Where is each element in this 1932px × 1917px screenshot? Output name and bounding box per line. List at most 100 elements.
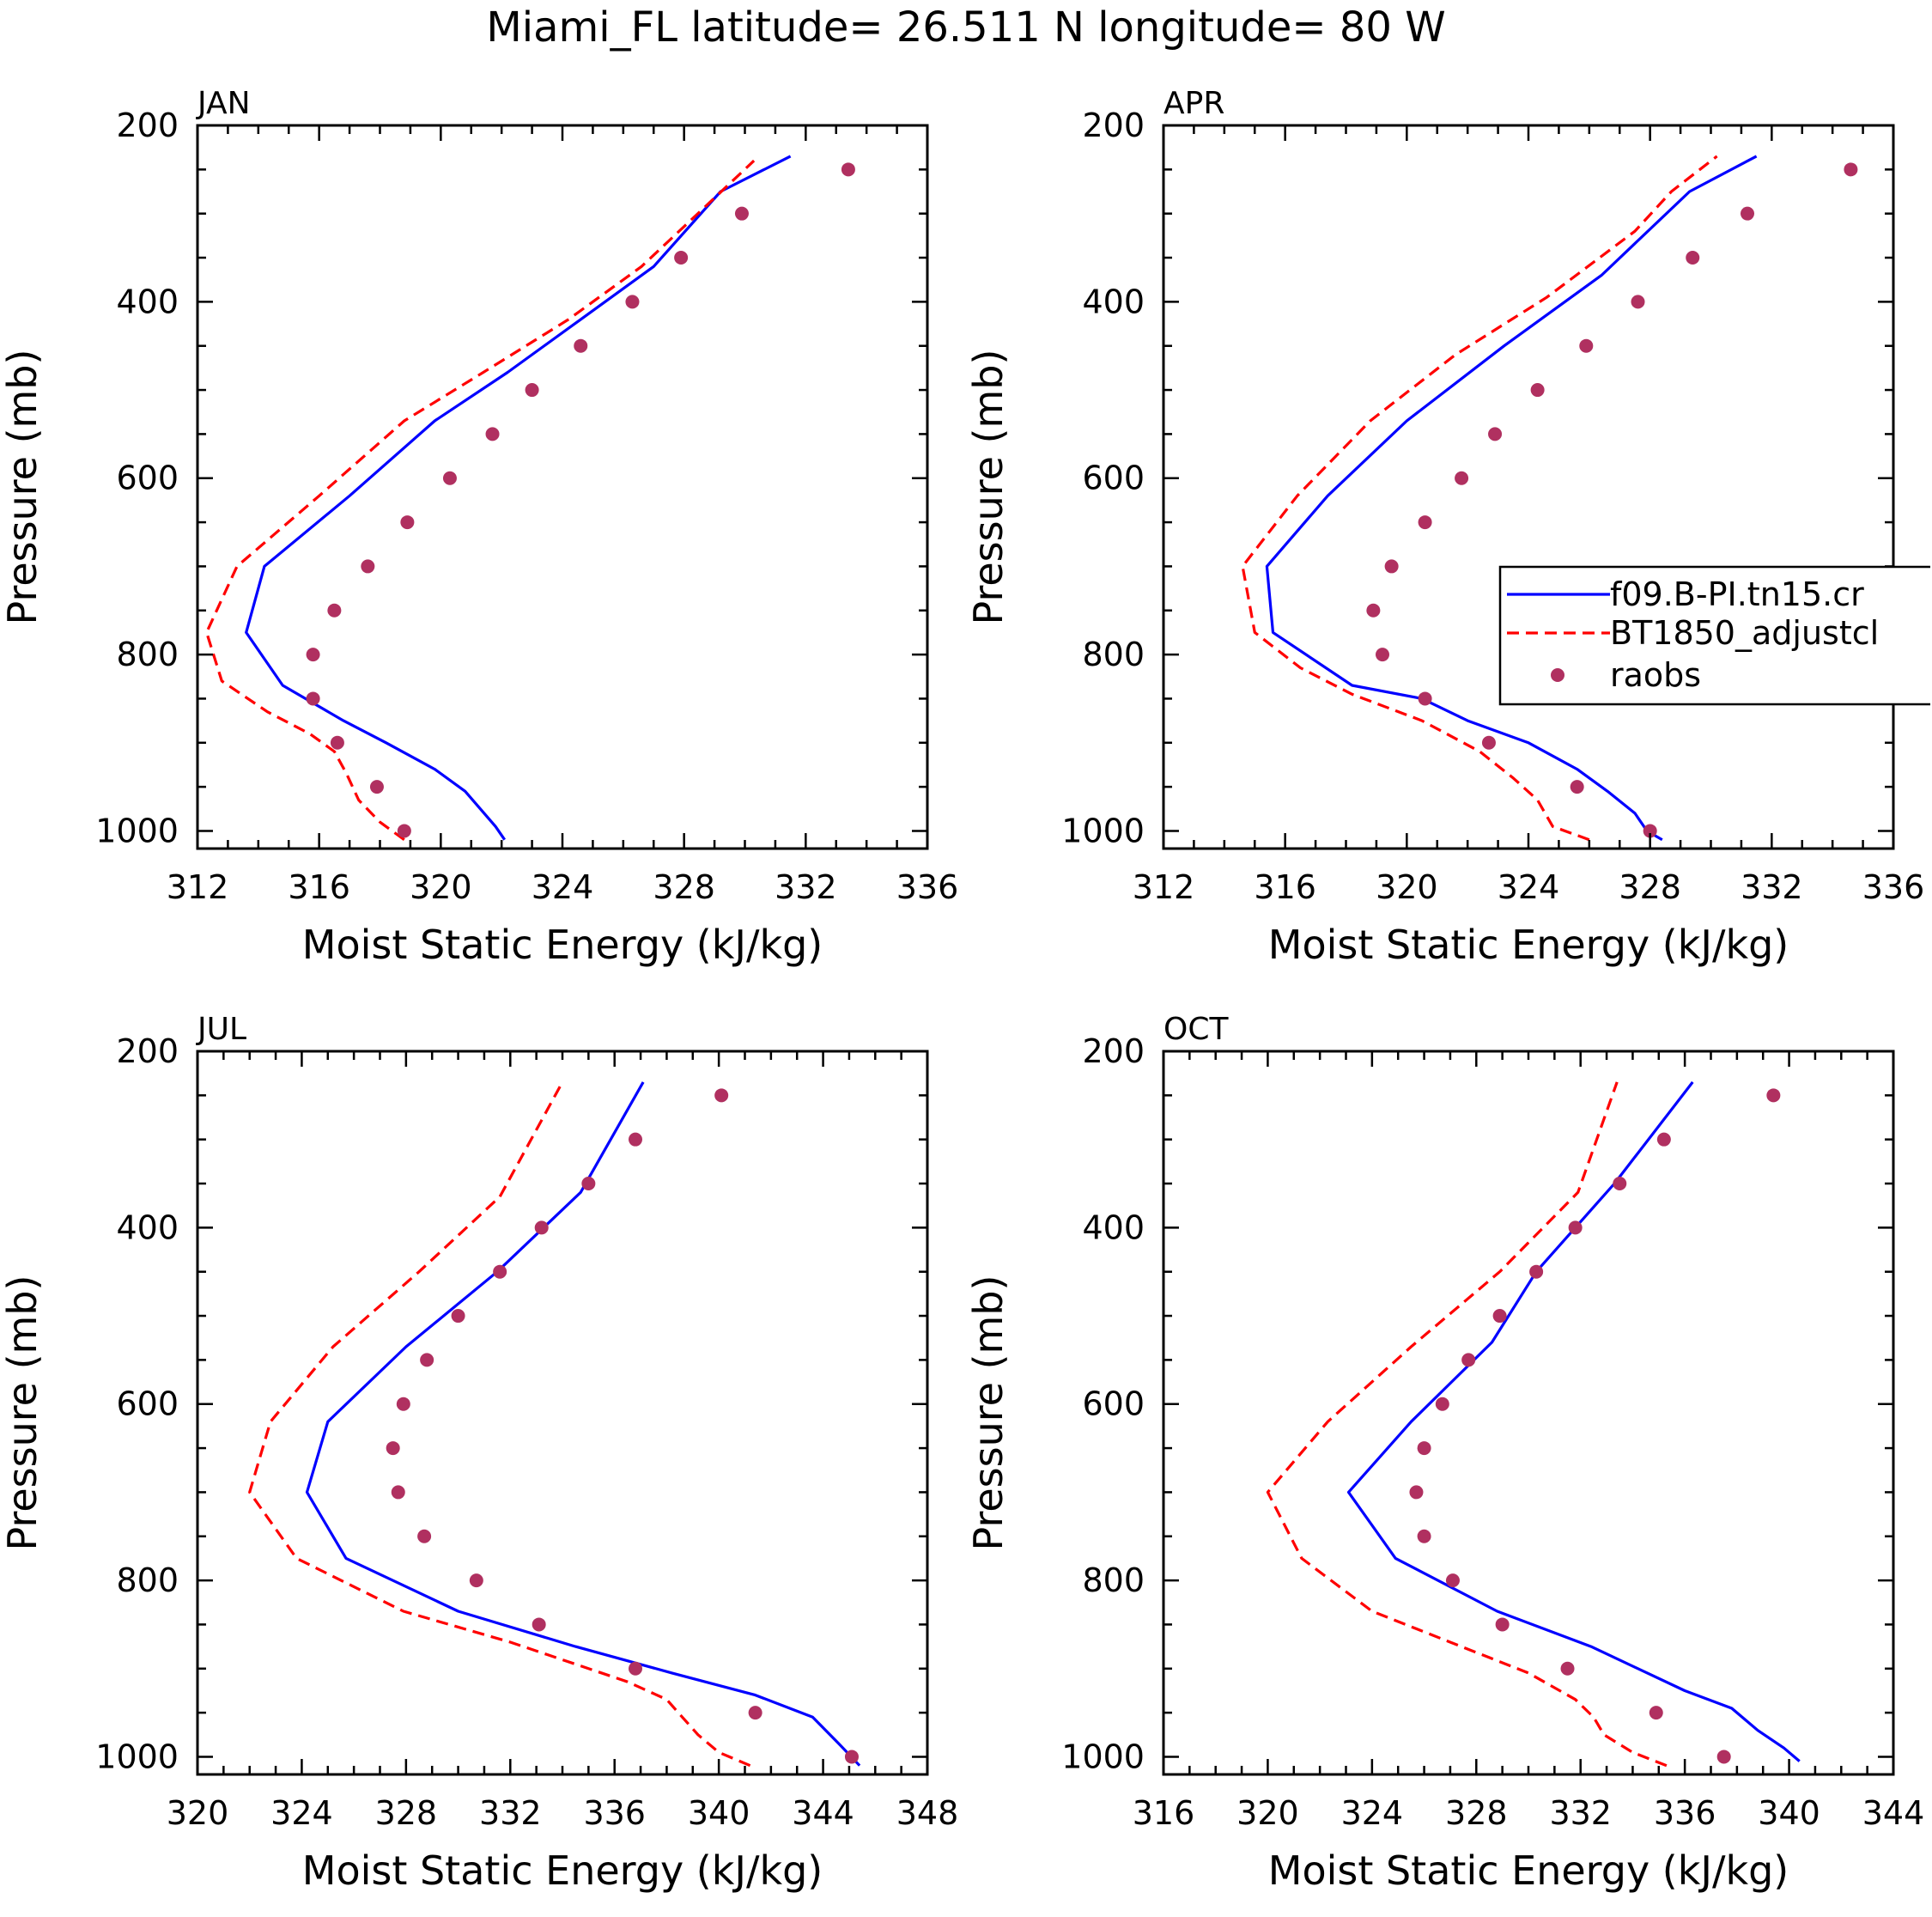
legend-entry: raobs [1551,656,1701,694]
raobs-point [748,1706,762,1720]
raobs-point [1488,427,1503,441]
raobs-point [442,471,457,485]
y-tick-label: 200 [1082,106,1145,144]
raobs-point [1384,559,1399,574]
series-line-1 [248,1081,751,1768]
raobs-point [1435,1397,1449,1411]
x-tick-label: 316 [1254,868,1316,906]
y-tick-label: 400 [1082,283,1145,320]
y-tick-label: 200 [116,106,179,144]
raobs-point [1417,1441,1431,1456]
x-tick-label: 344 [1862,1794,1925,1832]
raobs-point [1461,1353,1476,1367]
raobs-point [361,559,375,574]
series-raobs [386,1088,859,1764]
raobs-point [1686,251,1700,265]
raobs-point [1481,735,1496,750]
x-tick-label: 336 [583,1794,646,1832]
legend-entry: f09.B-PI.tn15.cr [1507,575,1864,613]
raobs-point [525,383,539,398]
y-tick-label: 200 [116,1032,179,1070]
figure-title: Miami_FL latitude= 26.511 N longitude= 8… [486,3,1445,52]
raobs-point [841,162,855,177]
axes-frame [196,124,929,850]
y-tick-label: 1000 [95,1737,179,1775]
x-tick-label: 328 [1619,868,1681,906]
series-line-1 [1266,1081,1668,1768]
raobs-point [532,1617,546,1632]
x-axis-label: Moist Static Energy (kJ/kg) [1268,1847,1789,1894]
x-tick-label: 336 [1862,868,1925,906]
raobs-point [1376,648,1389,662]
y-tick-label: 600 [1082,1385,1145,1423]
legend-entry: BT1850_adjustcl [1507,614,1879,652]
series-line-1 [1241,155,1718,842]
y-axis-label: Pressure (mb) [965,350,1012,625]
raobs-point [1568,1220,1583,1235]
x-tick-label: 328 [375,1794,438,1832]
x-tick-label: 324 [1498,868,1560,906]
raobs-point [1656,1132,1671,1147]
y-tick-label: 600 [116,459,179,497]
raobs-point [451,1309,465,1324]
series-line-0 [1346,1080,1801,1762]
raobs-point [1445,1573,1460,1588]
plot-area [1241,155,1858,842]
x-tick-label: 332 [479,1794,542,1832]
axes-frame [1162,1050,1895,1776]
y-tick-label: 400 [116,1208,179,1246]
x-tick-label: 328 [1445,1794,1508,1832]
x-tick-label: 332 [775,868,837,906]
raobs-point [1495,1617,1510,1632]
series-line-0 [245,155,792,841]
raobs-point [1492,1309,1507,1324]
plot-area [248,1081,861,1768]
raobs-point [534,1220,549,1235]
x-tick-label: 316 [288,868,350,906]
x-tick-label: 336 [896,868,959,906]
raobs-point [1530,383,1545,398]
raobs-point [420,1353,434,1367]
x-tick-label: 312 [1133,868,1195,906]
axes-frame [1162,124,1895,850]
plot-area [205,155,855,841]
raobs-point [327,603,342,618]
series-line-0 [1265,155,1758,842]
x-tick-label: 320 [1236,1794,1299,1832]
raobs-point [1741,206,1754,221]
y-axis-label: Pressure (mb) [0,350,46,625]
x-tick-label: 320 [410,868,472,906]
x-tick-label: 336 [1654,1794,1716,1832]
series-raobs [1409,1088,1781,1764]
raobs-point [714,1088,729,1103]
y-tick-label: 800 [1082,636,1145,673]
panel-jan: JAN 312 316 320 324 328 332 336 200 400 600 800 1000… [0,86,958,968]
raobs-point [625,295,640,309]
y-tick-label: 600 [1082,459,1145,497]
y-tick-label: 800 [116,1561,179,1599]
series-line-0 [305,1081,861,1767]
legend-box [1498,565,1930,706]
y-tick-label: 1000 [95,812,179,849]
x-tick-label: 332 [1741,868,1803,906]
y-axis-label: Pressure (mb) [0,1275,46,1551]
y-tick-label: 400 [116,283,179,320]
raobs-point [469,1573,483,1588]
raobs-point [1766,1088,1781,1103]
raobs-point [629,1132,642,1147]
panel-jul: JUL 320 324 328 332 336 340 344 348 200 400 600 800 1… [0,1012,958,1894]
panels: JAN 312 316 320 324 328 332 336 200 400 600 800 1000… [0,86,1930,1894]
x-tick-label: 348 [896,1794,959,1832]
x-tick-label: 320 [1376,868,1438,906]
x-tick-label: 324 [1341,1794,1404,1832]
raobs-point [493,1264,507,1279]
raobs-point [386,1441,400,1456]
raobs-point [397,824,411,838]
panel-title: JAN [196,86,251,121]
x-tick-label: 328 [653,868,715,906]
y-tick-label: 600 [116,1385,179,1423]
raobs-point [369,780,384,794]
panel-title: APR [1163,86,1224,121]
